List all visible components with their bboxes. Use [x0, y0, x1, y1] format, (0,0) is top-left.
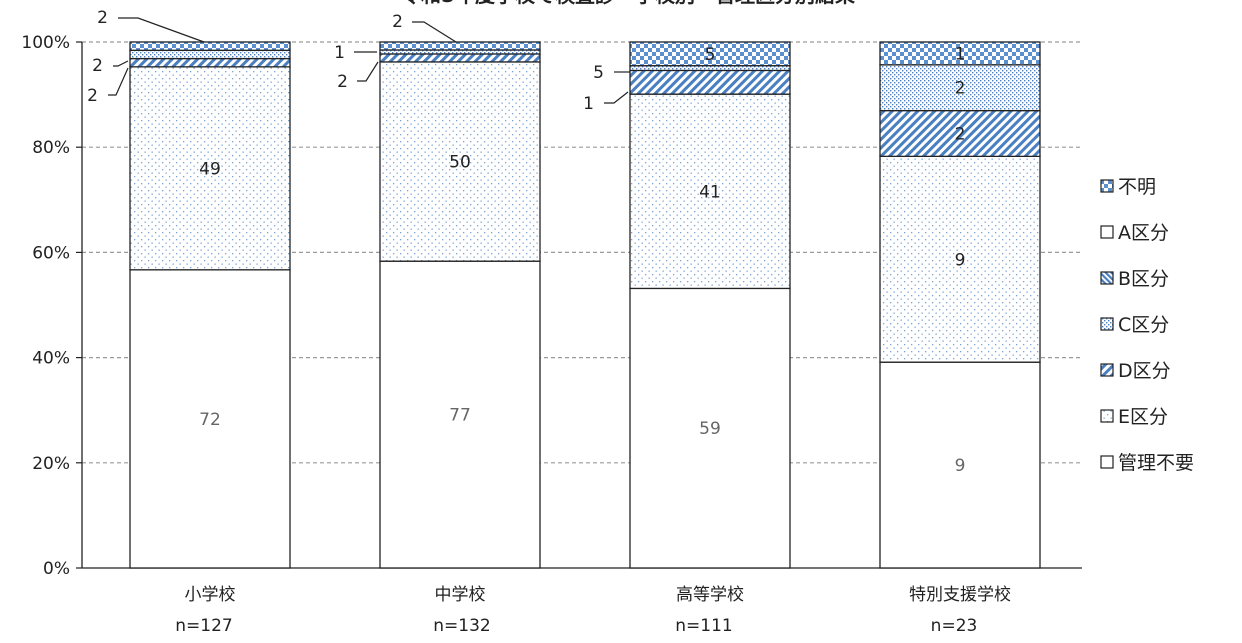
- bar-segment-1: [379, 61, 541, 262]
- title-layer: 令和5年度学校で検査診 学校別・管理区分別結果: [401, 0, 855, 7]
- callout-leader-line: [357, 61, 379, 82]
- segment-value-label: 59: [699, 419, 721, 439]
- legend-label: 管理不要: [1118, 452, 1194, 474]
- x-category-label: 特別支援学校: [909, 585, 1011, 605]
- legend-item[interactable]: D区分: [1100, 360, 1171, 382]
- legend-label: D区分: [1118, 360, 1171, 382]
- callout-leader-line: [118, 17, 205, 43]
- callout-label: 2: [97, 8, 108, 28]
- callout-label: 5: [593, 63, 604, 83]
- bar-segment-3: [129, 49, 291, 60]
- segment-value-label: 49: [199, 159, 221, 179]
- segment-value-label: 9: [955, 456, 966, 476]
- y-tick-label: 80%: [32, 138, 70, 158]
- legend-label: B区分: [1118, 268, 1169, 290]
- bar-segment-2: [129, 57, 291, 68]
- bar-segment-1: [129, 66, 291, 271]
- legend-item[interactable]: E区分: [1100, 406, 1168, 428]
- bar-segment-3: [629, 65, 791, 72]
- y-axis: 0% 20% 40% 60% 80% 100%: [21, 33, 1082, 579]
- legend-label: A区分: [1118, 222, 1169, 244]
- x-n-label: n=132: [433, 616, 490, 636]
- legend-swatch: [1100, 409, 1114, 423]
- segment-value-label: 5: [705, 45, 716, 65]
- y-tick-label: 40%: [32, 349, 70, 369]
- legend-label: E区分: [1118, 406, 1168, 428]
- legend-label: 不明: [1118, 176, 1156, 198]
- y-tick-label: 0%: [43, 559, 70, 579]
- segment-value-label: 2: [955, 79, 966, 99]
- callout-label: 2: [337, 72, 348, 92]
- x-n-label: n=23: [931, 616, 978, 636]
- legend-item[interactable]: 不明: [1100, 176, 1156, 198]
- callouts: 2 2 2 2 1 2 5 1: [87, 8, 630, 114]
- x-category-label: 高等学校: [676, 585, 744, 605]
- callout-label: 2: [87, 86, 98, 106]
- segment-value-label: 9: [955, 250, 966, 270]
- legend-swatch: [1100, 271, 1114, 285]
- callout-leader-line: [108, 67, 129, 96]
- bar-segment-2: [379, 53, 541, 63]
- segment-value-label: 2: [955, 124, 966, 144]
- callout-leader-line: [113, 60, 129, 67]
- chart-title: 令和5年度学校で検査診 学校別・管理区分別結果: [401, 0, 855, 7]
- legend-swatch: [1100, 317, 1114, 331]
- callout-label: 2: [392, 12, 403, 32]
- x-n-label: n=111: [675, 616, 732, 636]
- legend-swatch: [1100, 179, 1114, 193]
- legend-item[interactable]: A区分: [1100, 222, 1169, 244]
- bar-segment-6: [379, 41, 541, 51]
- x-n-label: n=127: [175, 616, 232, 636]
- callout-leader-line: [412, 21, 457, 43]
- legend-swatch: [1100, 363, 1114, 377]
- callout-label: 1: [334, 43, 345, 63]
- bar-segment-0: [129, 269, 291, 569]
- segment-value-label: 72: [199, 410, 221, 430]
- legend-label: C区分: [1118, 314, 1169, 336]
- y-tick-label: 20%: [32, 454, 70, 474]
- x-category-label: 小学校: [185, 585, 236, 605]
- callout-label: 2: [92, 56, 103, 76]
- callout-leader-line: [604, 91, 629, 104]
- y-tick-label: 100%: [21, 33, 70, 53]
- segment-value-label: 50: [449, 153, 471, 173]
- bar-segment-0: [629, 287, 791, 569]
- bar-segment-1: [629, 93, 791, 290]
- bars: [129, 41, 1041, 569]
- legend-swatch: [1100, 455, 1114, 469]
- legend-item[interactable]: C区分: [1100, 314, 1169, 336]
- y-tick-label: 60%: [32, 243, 70, 263]
- legend-item[interactable]: B区分: [1100, 268, 1169, 290]
- bar-segment-2: [879, 109, 1041, 157]
- bar-segment-6: [629, 41, 791, 67]
- legend-item[interactable]: 管理不要: [1100, 452, 1194, 474]
- callout-label: 1: [583, 94, 594, 114]
- bar-segment-6: [879, 41, 1041, 66]
- segment-value-label: 77: [449, 406, 471, 426]
- x-category-label: 中学校: [435, 585, 486, 605]
- bar-segment-6: [129, 41, 291, 51]
- bar-segment-0: [379, 260, 541, 569]
- legend-swatch: [1100, 225, 1114, 239]
- bar-segment-3: [879, 64, 1041, 112]
- bar-segment-2: [629, 69, 791, 95]
- segment-value-label: 41: [699, 182, 721, 202]
- bar-segment-0: [879, 361, 1041, 569]
- x-axis-labels: 小学校 n=127 中学校 n=132 高等学校 n=111 特別支援学校 n=23: [175, 585, 1011, 636]
- segment-value-label: 1: [955, 44, 966, 64]
